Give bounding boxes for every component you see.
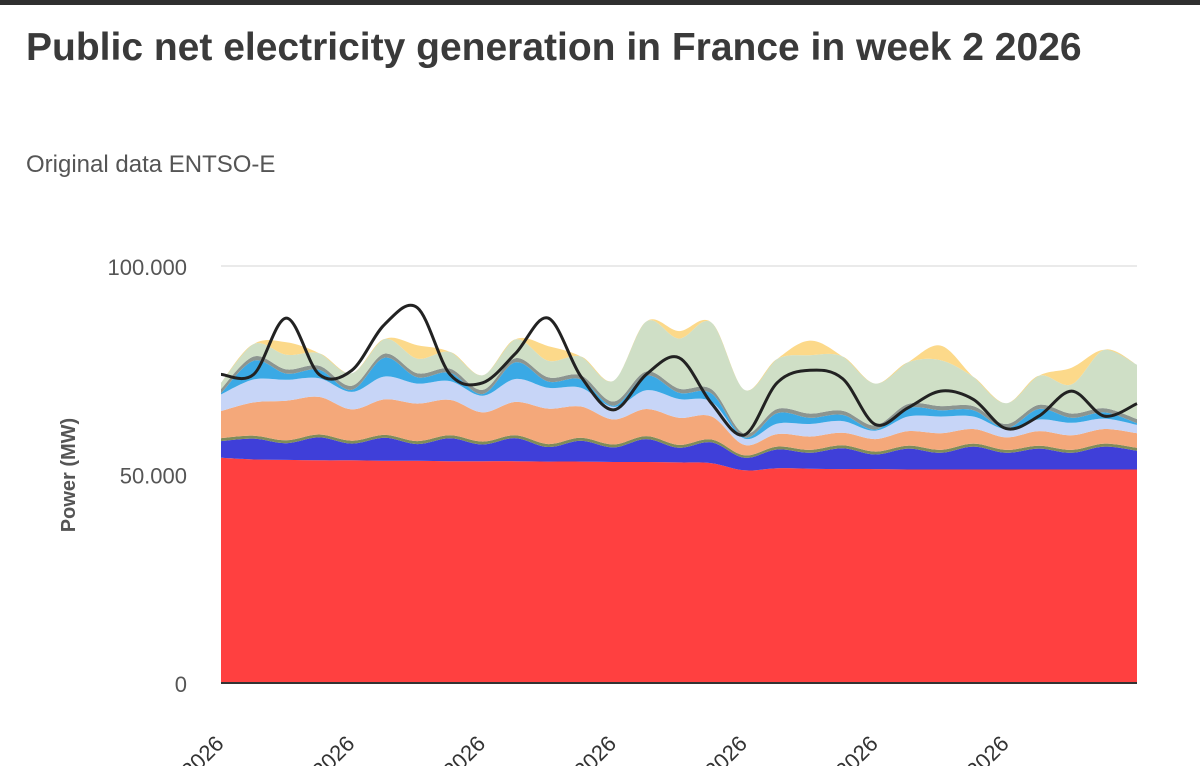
x-tick-label: /2026 (695, 731, 752, 766)
x-tick-label: /2026 (564, 731, 621, 766)
y-tick-label: 50.000 (120, 464, 187, 489)
top-border (0, 0, 1200, 5)
load-line-group (220, 303, 1138, 437)
x-tick-label: /2026 (434, 731, 491, 766)
area-wind (221, 320, 1137, 434)
load-line (220, 303, 1138, 437)
x-tick-label: /2026 (303, 731, 360, 766)
area-gas (221, 396, 1137, 456)
area-solar (221, 319, 1137, 404)
stacked-areas (221, 319, 1137, 683)
area-biomass (221, 434, 1137, 458)
area-pumped-storage (221, 357, 1137, 440)
y-axis-title: Power (MW) (58, 418, 80, 532)
x-tick-label: /2026 (957, 731, 1014, 766)
area-hydro-run-of-river (221, 437, 1137, 471)
area-nuclear (221, 457, 1137, 683)
y-tick-label: 100.000 (107, 255, 187, 280)
x-tick-label: /2026 (826, 731, 883, 766)
chart-subtitle: Original data ENTSO-E (26, 151, 276, 178)
y-tick-label: 0 (175, 672, 187, 697)
x-tick-label: /2026 (172, 731, 229, 766)
chart-title: Public net electricity generation in Fra… (26, 26, 1082, 69)
area-hydro-reservoir (221, 376, 1137, 446)
